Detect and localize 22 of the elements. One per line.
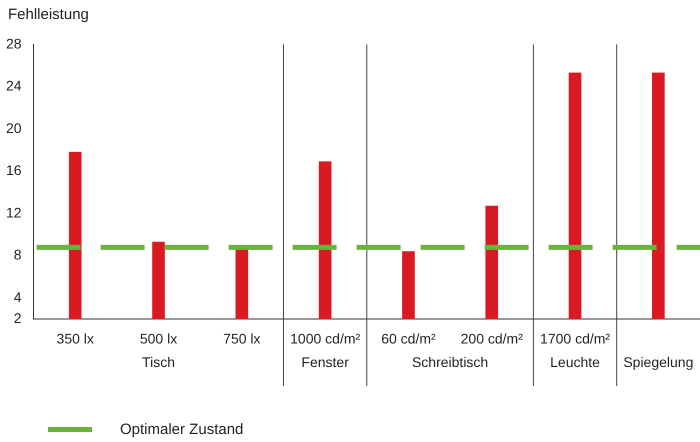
x-tick-label: 750 lx [223, 330, 261, 346]
x-tick-label: 60 cd/m² [381, 330, 436, 346]
text: Fenster [301, 354, 350, 370]
x-tick-label: 1000 cd/m² [290, 330, 360, 346]
y-tick-label: 24 [6, 78, 22, 94]
x-tick-label: 1700 cd/m² [540, 330, 610, 346]
text: Spiegelung [623, 354, 694, 370]
x-tick-label: 350 lx [56, 330, 94, 346]
x-tick-label: 500 lx [140, 330, 178, 346]
y-tick-label: 16 [6, 162, 22, 178]
y-tick-label: 8 [14, 246, 22, 263]
y-tick-label: 2 [14, 310, 22, 326]
y-tick-label: 28 [6, 35, 22, 52]
text: Leuchte [550, 354, 600, 370]
text: Tisch [142, 354, 175, 370]
y-tick-label: 4 [14, 288, 22, 305]
y-axis-title: Fehlleistung [8, 6, 89, 23]
text: Schreibtisch [412, 354, 488, 370]
legend-label: Optimaler Zustand [120, 421, 244, 438]
x-tick-label: 200 cd/m² [460, 330, 524, 346]
y-tick-label: 12 [6, 204, 22, 220]
y-tick-label: 20 [6, 120, 22, 136]
